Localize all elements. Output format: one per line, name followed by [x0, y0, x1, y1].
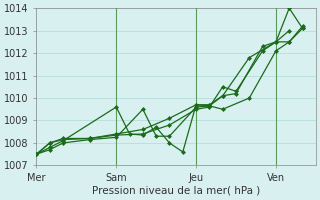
X-axis label: Pression niveau de la mer( hPa ): Pression niveau de la mer( hPa ) [92, 186, 260, 196]
